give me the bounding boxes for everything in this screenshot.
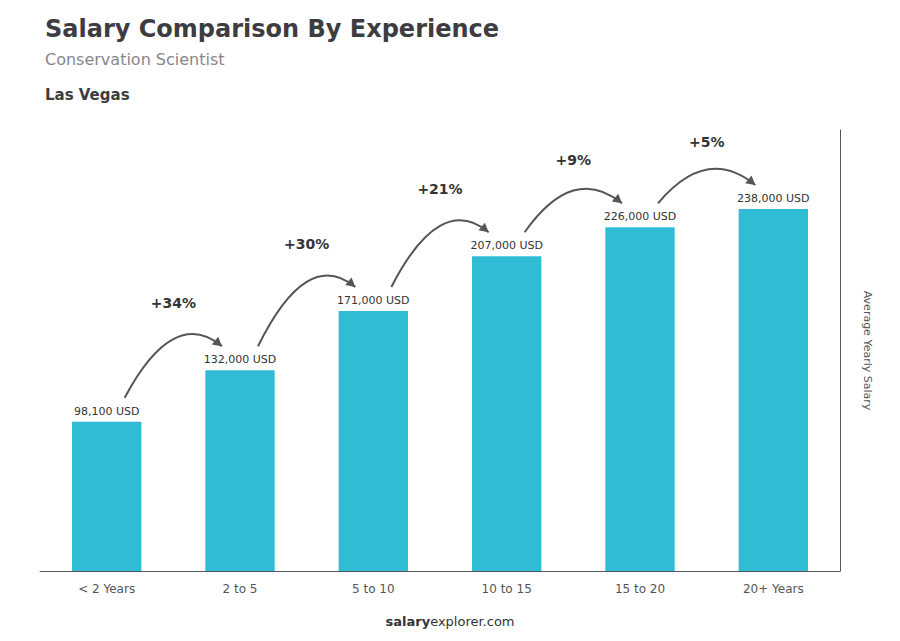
svg-text:132,000 USD: 132,000 USD bbox=[204, 353, 277, 366]
svg-text:207,000 USD: 207,000 USD bbox=[470, 239, 543, 252]
svg-text:238,000 USD: 238,000 USD bbox=[737, 192, 810, 205]
svg-text:Conservation Scientist: Conservation Scientist bbox=[45, 50, 225, 69]
svg-text:Las Vegas: Las Vegas bbox=[45, 86, 130, 104]
svg-text:2 to 5: 2 to 5 bbox=[223, 582, 258, 596]
svg-text:20+ Years: 20+ Years bbox=[743, 582, 804, 596]
svg-text:+21%: +21% bbox=[417, 181, 462, 197]
svg-text:Salary Comparison By Experienc: Salary Comparison By Experience bbox=[45, 15, 499, 43]
svg-text:Average Yearly Salary: Average Yearly Salary bbox=[861, 291, 874, 411]
svg-text:5 to 10: 5 to 10 bbox=[352, 582, 395, 596]
svg-text:+9%: +9% bbox=[556, 152, 592, 168]
svg-text:171,000 USD: 171,000 USD bbox=[337, 294, 410, 307]
svg-text:98,100 USD: 98,100 USD bbox=[74, 405, 140, 418]
svg-text:15 to 20: 15 to 20 bbox=[615, 582, 665, 596]
svg-text:salary: salary bbox=[385, 614, 430, 629]
svg-text:226,000 USD: 226,000 USD bbox=[604, 210, 677, 223]
svg-text:explorer.com: explorer.com bbox=[430, 614, 514, 629]
svg-text:+5%: +5% bbox=[689, 134, 725, 150]
svg-text:< 2 Years: < 2 Years bbox=[78, 582, 135, 596]
svg-text:+30%: +30% bbox=[284, 236, 329, 252]
svg-text:+34%: +34% bbox=[151, 295, 196, 311]
svg-text:10 to 15: 10 to 15 bbox=[482, 582, 532, 596]
